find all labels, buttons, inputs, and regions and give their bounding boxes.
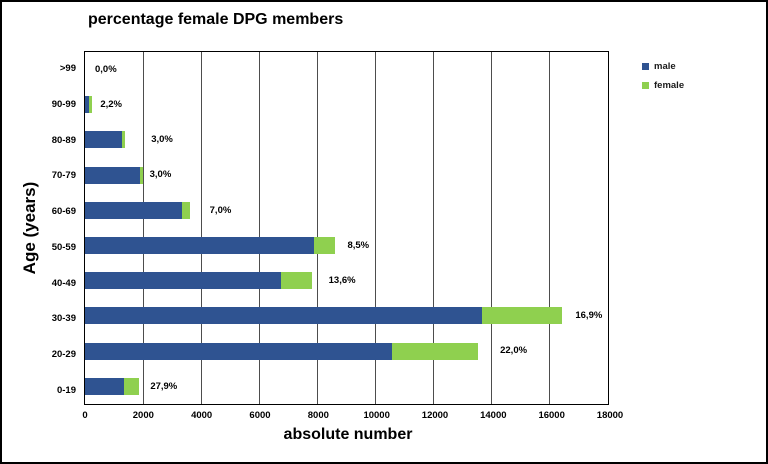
bar-rows-container: 0,0% 2,2% 3,0% 3,0% 7,0% 8,5% 13,6% 16,9% 22,0% 2… [85, 52, 608, 404]
x-tick-label-4000: 4000 [191, 410, 213, 421]
male-bar-segment [85, 166, 140, 184]
age-tick-label-019: 0-19 [56, 384, 76, 396]
female-percentage-label: 16,9% [575, 310, 603, 322]
legend-item-female: female [642, 79, 685, 91]
female-percentage-label: 2,2% [100, 99, 122, 111]
female-bar-segment [124, 377, 140, 395]
female-percentage-label: 22,0% [500, 345, 528, 357]
male-bar-segment [85, 237, 315, 255]
bar-row-9099: 2,2% [85, 87, 608, 122]
bar-row-2029: 22,0% [85, 334, 608, 369]
female-percentage-label: 3,0% [151, 134, 173, 146]
female-bar-segment [391, 342, 479, 360]
chart-title: percentage female DPG members [88, 11, 344, 28]
age-tick-label-7079: 70-79 [51, 170, 76, 182]
legend-label-female: female [654, 79, 685, 91]
gridline-x-12000 [433, 52, 435, 404]
male-bar-segment [85, 201, 183, 219]
x-tick-label-10000: 10000 [363, 410, 390, 421]
gridline-x-16000 [549, 52, 551, 404]
male-bar-segment [85, 96, 90, 114]
age-tick-label-4049: 40-49 [51, 277, 76, 289]
bar-row-5059: 8,5% [85, 228, 608, 263]
x-tick-label-2000: 2000 [132, 410, 154, 421]
female-bar-segment [89, 96, 93, 114]
x-tick-label-14000: 14000 [480, 410, 507, 421]
female-bar-segment [314, 237, 336, 255]
gridline-x-8000 [316, 52, 318, 404]
male-color-swatch [642, 63, 649, 71]
female-percentage-label: 27,9% [150, 380, 178, 392]
female-percentage-label: 8,5% [347, 239, 370, 251]
gridline-x-2000 [142, 52, 144, 404]
female-percentage-label: 13,6% [328, 275, 356, 287]
female-color-swatch [642, 81, 649, 89]
bar-row-7079: 3,0% [85, 158, 608, 193]
x-tick-label-0: 0 [82, 410, 88, 421]
male-bar-segment [85, 272, 281, 290]
female-percentage-label: 7,0% [209, 204, 232, 216]
bar-row-8089: 3,0% [85, 122, 608, 157]
plot-area: 0,0% 2,2% 3,0% 3,0% 7,0% 8,5% 13,6% 16,9% 22,0% 2… [84, 51, 609, 405]
gridline-x-14000 [491, 52, 493, 404]
male-bar-segment [85, 377, 125, 395]
female-bar-segment [182, 201, 190, 219]
x-axis-title: absolute number [283, 426, 413, 443]
gridline-x-10000 [375, 52, 377, 404]
female-bar-segment [139, 166, 143, 184]
gridline-x-4000 [200, 52, 202, 404]
bar-row-4049: 13,6% [85, 263, 608, 298]
male-bar-segment [85, 342, 392, 360]
female-bar-segment [280, 272, 312, 290]
female-percentage-label: 0,0% [95, 63, 117, 75]
x-tick-label-18000: 18000 [596, 410, 624, 421]
legend: male female [642, 62, 684, 99]
x-tick-label-16000: 16000 [538, 410, 565, 421]
age-tick-label-3039: 30-39 [51, 313, 76, 325]
age-tick-label-8089: 80-89 [51, 134, 76, 146]
female-percentage-label: 3,0% [149, 169, 172, 181]
bar-row-99: 0,0% [85, 52, 608, 87]
x-tick-label-8000: 8000 [307, 410, 329, 421]
age-tick-label-5059: 50-59 [51, 241, 76, 253]
age-tick-label-2029: 20-29 [51, 348, 76, 360]
legend-label-male: male [654, 61, 676, 72]
age-tick-label-99: >99 [59, 63, 76, 75]
x-axis-tick-labels: 0 2000 4000 6000 8000 10000 12000 14000 16000 180… [82, 408, 623, 422]
y-axis-category-labels: >99 90-99 80-89 70-79 60-69 50-59 40-49 30-39 20… [2, 51, 76, 408]
age-tick-label-6069: 60-69 [51, 206, 76, 218]
x-tick-label-12000: 12000 [421, 410, 449, 421]
bar-row-3039: 16,9% [85, 298, 608, 333]
male-bar-segment [85, 131, 123, 149]
x-tick-label-6000: 6000 [249, 410, 271, 421]
age-tick-label-9099: 90-99 [51, 99, 76, 111]
bar-row-6069: 7,0% [85, 193, 608, 228]
legend-item-male: male [642, 62, 684, 72]
female-bar-segment [122, 131, 126, 149]
bar-row-019: 27,9% [85, 369, 608, 404]
male-bar-segment [85, 307, 482, 325]
gridline-x-6000 [258, 52, 260, 404]
female-bar-segment [481, 307, 563, 325]
